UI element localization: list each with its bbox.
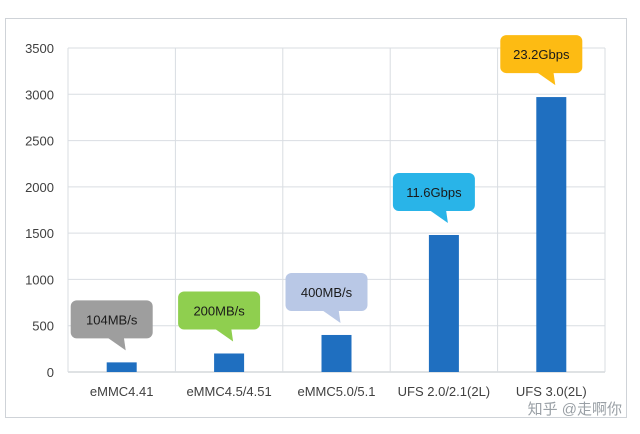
bar xyxy=(428,234,459,372)
callout: 200MB/s xyxy=(178,291,261,342)
callout: 11.6Gbps xyxy=(392,172,475,223)
callout-tail xyxy=(535,71,556,86)
y-tick-label: 1500 xyxy=(25,226,54,241)
callout-label: 23.2Gbps xyxy=(513,47,570,62)
callout-tail xyxy=(320,308,341,323)
y-tick-label: 500 xyxy=(32,319,54,334)
callout-bubble xyxy=(392,172,475,211)
callout-label: 104MB/s xyxy=(86,312,138,327)
bar xyxy=(321,334,352,372)
y-tick-label: 2500 xyxy=(25,134,54,149)
x-category-label: eMMC5.0/5.1 xyxy=(297,384,375,399)
callout-bubble xyxy=(70,300,153,339)
callout-bubble xyxy=(178,291,261,330)
watermark: 知乎 @走啊你 xyxy=(528,401,622,418)
callout: 104MB/s xyxy=(70,300,153,351)
x-axis-categories: eMMC4.41 eMMC4.5/4.51 eMMC5.0/5.1 UFS 2.0/2… xyxy=(90,384,587,399)
y-tick-label: 3000 xyxy=(25,87,54,102)
x-category-label: eMMC4.5/4.51 xyxy=(186,384,271,399)
x-category-label: UFS 3.0(2L) xyxy=(516,384,587,399)
callout: 400MB/s xyxy=(285,272,368,323)
x-category-label: UFS 2.0/2.1(2L) xyxy=(398,384,491,399)
y-tick-label: 1000 xyxy=(25,272,54,287)
gridlines xyxy=(67,47,606,373)
bar xyxy=(214,353,245,372)
callout-tail xyxy=(427,208,448,223)
callout-bubble xyxy=(500,35,583,74)
callout-tail xyxy=(213,327,234,342)
bars xyxy=(106,97,567,372)
callout-label: 200MB/s xyxy=(193,303,245,318)
y-tick-label: 3500 xyxy=(25,41,54,56)
callout: 23.2Gbps xyxy=(500,35,583,86)
y-tick-label: 0 xyxy=(47,365,54,380)
y-axis-ticks: 0 500 1000 1500 2000 2500 3000 3500 xyxy=(25,41,54,380)
bar xyxy=(536,97,567,372)
callout-label: 400MB/s xyxy=(301,285,353,300)
callouts: 104MB/s 200MB/s 400MB/s 11.6Gbps 23.2Gbps xyxy=(70,35,583,351)
callout-tail xyxy=(105,336,126,351)
bar xyxy=(106,362,137,372)
callout-label: 11.6Gbps xyxy=(406,185,462,200)
x-category-label: eMMC4.41 xyxy=(90,384,154,399)
chart-frame xyxy=(5,18,627,418)
y-tick-label: 2000 xyxy=(25,180,54,195)
callout-bubble xyxy=(285,272,368,311)
